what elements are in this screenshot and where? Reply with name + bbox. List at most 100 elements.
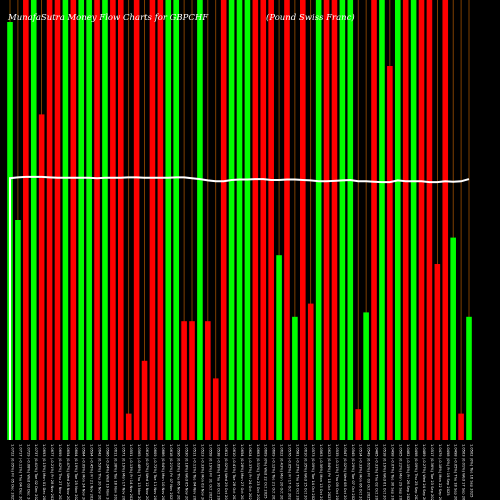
tick-label: 1.0594 (-0.45%) Fri 21 Nov 2025	[90, 444, 94, 500]
bar	[434, 264, 441, 440]
tick-label: 1.0511 (-0.11%) Tue 04 Nov 2025	[193, 444, 197, 500]
tick-label: 1.0622 (0.43%) Mon 20 Oct 2025	[280, 444, 284, 500]
tick-label: 1.0586 (-0.24%) Wed 19 Nov 2025	[105, 444, 109, 500]
bar	[157, 0, 164, 440]
tick-label: 1.0505 (0.22%) Mon 29 Sep 2025	[398, 444, 402, 500]
tick-label: 1.0581 (-0.27%) Thu 16 Oct 2025	[295, 444, 299, 500]
tick-label: 1.0624 (-0.37%) Fri 24 Oct 2025	[248, 444, 252, 500]
bar	[331, 0, 338, 440]
tick-label: 1.0479 (-0.18%) Mon 22 Sep 2025	[438, 444, 442, 500]
bar	[315, 0, 322, 440]
line-series	[9, 175, 470, 440]
tick-label: 1.0518 (0.19%) Wed 01 Oct 2025	[382, 444, 386, 500]
tick-label: 1.0576 (-0.05%) Fri 17 Oct 2025	[287, 444, 291, 500]
tick-label: 1.0604 (0.19%) Tue 25 Nov 2025	[74, 444, 78, 500]
bar	[236, 0, 243, 440]
bar	[402, 0, 409, 440]
tick-label: 1.0584 (-0.09%) Mon 24 Nov 2025	[82, 444, 86, 500]
bar	[197, 0, 203, 440]
tick-label: 1.0663 (0.51%) Thu 23 Oct 2025	[256, 444, 260, 500]
bar	[276, 255, 282, 440]
bar	[205, 321, 211, 440]
bar	[189, 321, 195, 440]
tick-label: 1.0485 (-0.31%) Thu 02 Oct 2025	[375, 444, 379, 500]
tick-label: 1.0609 (-0.12%) Tue 21 Oct 2025	[272, 444, 276, 500]
x-tick-labels: 1.0722 (0.05%) Fri 05 Dec 2025 1.0717 (-0…	[11, 444, 474, 500]
chart-title: MunafaSutra Money Flow Charts for GBPCHF	[7, 13, 209, 23]
tick-label: 1.0517 (0.36%) Tue 23 Sep 2025	[430, 444, 434, 500]
bar	[307, 303, 314, 440]
bar	[141, 360, 148, 440]
bar	[458, 413, 464, 440]
tick-label: 1.0498 (0%) Fri 19 Sep 2025	[446, 444, 450, 496]
tick-label: 1.0503 (0.01%) Wed 17 Sep 2025	[462, 444, 466, 500]
tick-label: 1.0538 (-0.69%) Thu 30 Oct 2025	[216, 444, 220, 500]
bar	[418, 0, 425, 440]
tick-label: 1.0610 (0.35%) Wed 15 Oct 2025	[303, 444, 307, 500]
tick-label: 1.0558 (0.19%) Fri 31 Oct 2025	[208, 444, 212, 500]
tick-label: 1.0623 (0.84%) Fri 10 Oct 2025	[327, 444, 331, 500]
bar	[284, 0, 290, 440]
bar	[30, 0, 37, 440]
bar	[466, 316, 472, 440]
bar	[260, 0, 267, 440]
tick-label: 1.0609 (0%) Wed 22 Oct 2025	[264, 444, 268, 499]
tick-label: 1.0717 (-0.11%) Thu 04 Dec 2025	[18, 444, 22, 500]
bar	[363, 312, 369, 440]
bar	[102, 0, 108, 440]
tick-label: 1.0654 (0.28%) Mon 27 Oct 2025	[240, 444, 244, 500]
bar	[38, 114, 45, 441]
bar	[292, 316, 298, 440]
bar	[173, 0, 179, 440]
tick-label: 1.0654 (0.47%) Wed 26 Nov 2025	[66, 444, 70, 500]
bar	[78, 0, 85, 440]
tick-label: 1.0722 (0.05%) Fri 05 Dec 2025	[11, 444, 15, 500]
tick-label: 1.0616 (0.07%) Wed 12 Nov 2025	[145, 444, 149, 500]
tick-label: 1.0523 (-0.33%) Mon 03 Nov 2025	[200, 444, 204, 500]
money-flow-line	[9, 175, 470, 440]
tick-label: 1.0498 (0.09%) Thu 25 Sep 2025	[414, 444, 418, 500]
bar	[394, 0, 401, 440]
bar	[181, 321, 187, 440]
tick-label: 1.0514 (-0.33%) Mon 06 Oct 2025	[359, 444, 363, 500]
tick-label: 1.0573 (0.09%) Tue 14 Oct 2025	[311, 444, 315, 500]
tick-label: 1.0677 (-0.21%) Fri 28 Nov 2025	[50, 444, 54, 500]
tick-label: 1.0489 (-0.27%) Wed 24 Sep 2025	[422, 444, 426, 500]
bar	[117, 0, 124, 440]
tick-label: 1.0530 (0.18%) Wed 05 Nov 2025	[185, 444, 189, 500]
bar	[94, 0, 100, 440]
bar	[110, 0, 116, 440]
tick-label: 1.0545 (0.29%) Tue 07 Oct 2025	[351, 444, 355, 500]
bar	[46, 0, 53, 440]
bar	[70, 0, 77, 440]
bar	[244, 0, 251, 440]
tick-label: 1.0737 (0.41%) Tue 02 Dec 2025	[34, 444, 38, 500]
bar	[125, 413, 132, 440]
tick-label: 1.0699 (0.42%) Thu 27 Nov 2025	[58, 444, 62, 500]
tick-label: 1.0596 (0.63%) Thu 06 Nov 2025	[177, 444, 181, 500]
bar	[86, 0, 92, 440]
tick-label: 1.0551 (-0.13%) Fri 14 Nov 2025	[129, 444, 133, 500]
chart-subtitle: (Pound Swiss Franc)	[266, 12, 355, 23]
bar	[149, 0, 156, 440]
bar	[165, 0, 172, 440]
tick-label: 1.0571 (0.19%) Mon 17 Nov 2025	[121, 444, 125, 500]
bar	[323, 0, 330, 440]
tick-label: 1.0729 (-0.08%) Wed 03 Dec 2025	[26, 444, 30, 500]
tick-label: 1.0498 (-0.05%) Thu 18 Sep 2025	[454, 444, 458, 500]
bar	[387, 66, 393, 440]
tick-label: 1.0565 (-0.48%) Thu 13 Nov 2025	[137, 444, 141, 500]
bar	[426, 0, 433, 440]
bar-series	[7, 0, 472, 441]
bar	[23, 0, 29, 440]
tick-label: 1.0502 (0%) Tue 16 Sep 2025	[470, 444, 474, 497]
tick-label: 1.0610 (-0.41%) Tue 28 Oct 2025	[232, 444, 236, 500]
bar	[54, 0, 61, 440]
tick-label: 1.0693 (0.15%) Mon 01 Dec 2025	[42, 444, 46, 500]
tick-label: 1.0618 (0.21%) Fri 07 Nov 2025	[169, 444, 173, 500]
tick-label: 1.0547 (0.02%) Wed 08 Oct 2025	[343, 444, 347, 500]
tick-label: 1.0642 (0.53%) Thu 20 Nov 2025	[98, 444, 102, 500]
bar	[268, 0, 274, 440]
